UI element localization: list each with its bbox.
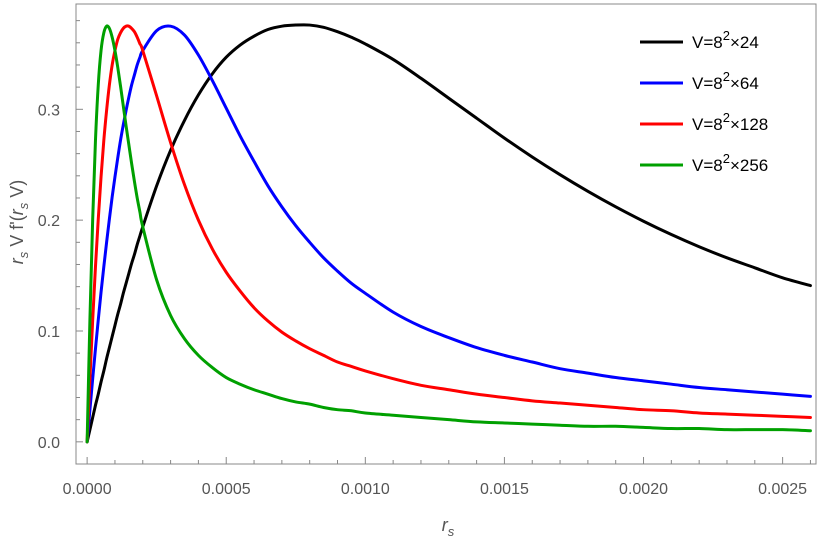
legend-label-3: V=82×128 [692,110,768,134]
plot-frame [75,3,817,465]
x-axis-title-sub: s [448,524,455,539]
series-line-1 [85,23,812,444]
x-tick-label: 0.0010 [341,481,390,498]
x-axis-ticks: 0.0000 0.0005 0.0010 0.0015 0.0020 0.0025 [63,457,811,498]
y-tick-label: 0.2 [38,213,60,230]
legend-label-1: V=82×24 [692,28,759,52]
y-axis-title-r2: r [7,208,27,215]
series-line-4 [85,24,812,444]
y-tick-label: 0.0 [38,435,60,452]
legend: V=82×24 V=82×64 V=82×128 V=82×256 [640,28,768,175]
x-tick-label: 0.0000 [63,481,112,498]
curves [85,23,812,444]
y-tick-label: 0.1 [38,324,60,341]
x-tick-label: 0.0015 [480,481,529,498]
y-axis-title-s1: s [16,251,31,258]
y-axis-title-r1: r [7,257,27,264]
legend-label-2: V=82×64 [692,69,759,93]
x-axis-title: rs [442,515,455,539]
series-line-3 [85,24,812,444]
y-axis-title-end: V) [7,180,27,203]
x-tick-label: 0.0005 [202,481,251,498]
y-axis-title-s2: s [16,202,31,209]
plot-area-frame [75,3,817,465]
y-tick-label: 0.3 [38,102,60,119]
y-axis-title-mid: V f'( [7,215,27,251]
y-axis-ticks: 0.0 0.1 0.2 0.3 [38,20,83,452]
series-line-2 [85,24,812,444]
legend-label-4: V=82×256 [692,151,768,175]
x-axis-title-main: r [442,515,449,535]
y-axis-title: rs V f'(rs V) [7,180,31,264]
x-tick-label: 0.0025 [758,481,807,498]
x-tick-label: 0.0020 [619,481,668,498]
